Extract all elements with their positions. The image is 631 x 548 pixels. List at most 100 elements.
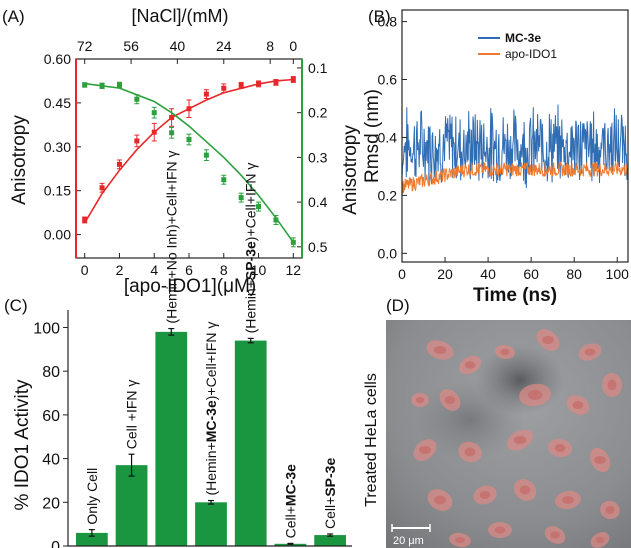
category-label-part: (Hemin+No Inh)+Cell+IFN γ [163,150,179,323]
y-tick-label: 0.4 [378,129,398,145]
category-label-part: SP-3e [322,458,338,497]
x-tick-label: 60 [523,266,539,282]
bar [314,535,347,546]
data-point [99,83,105,89]
panel-a-top-ticks: 72 56 40 24 8 0 [77,38,297,64]
hela-cell-nucleus [594,455,606,465]
y-tick-label: 0.2 [378,187,398,203]
data-point [116,161,122,167]
y-tick-label: 0.8 [378,14,398,30]
y-tick-label: 80 [42,364,60,381]
y-tick-label: 0.30 [44,139,71,155]
data-point [238,195,244,201]
category-label: Cell+SP-3e [322,458,338,529]
data-point [82,82,88,88]
category-label-part: MC-3e [203,400,219,442]
data-point [221,85,227,91]
hela-cell-nucleus [455,536,465,544]
panel-a-label: (A) [2,7,25,26]
y-tick-label: 0.45 [44,95,71,111]
y-tick-label: 20 [42,495,60,512]
panel-b-ticks: 0 20 40 60 80 100 0.0 0.2 0.4 0.6 0.8 [378,14,630,282]
series-line-apo-ido1 [401,161,629,194]
category-label: Cell +IFN γ [124,380,140,450]
data-point [273,217,279,223]
hela-cell-nucleus [562,495,574,505]
x-tick-label: 80 [566,266,582,282]
bar [155,331,188,546]
y-tick-label: 0.0 [378,245,398,261]
data-point [99,185,105,191]
panel-a-bottom-ticks: 0 2 4 6 8 10 12 [81,253,302,278]
right-tick-label: 0.2 [308,105,328,121]
category-label: (Hemin+SP-3e)+Cell+IFN γ [243,163,259,334]
fit-line-series-1 [84,82,294,243]
panel-c-ylabel: % IDO1 Activity [12,379,33,510]
category-label-part: Cell+ [322,497,338,529]
hela-cell-nucleus [519,485,531,495]
panel-c-label: (C) [4,296,28,315]
hela-cell-nucleus [433,345,447,355]
hela-cell-nucleus [434,495,446,505]
x-tick-label: 0 [81,262,89,278]
series-line-mc3e [401,104,629,189]
top-tick-label: 72 [77,38,93,54]
category-label: (Hemin+No Inh)+Cell+IFN γ [163,150,179,323]
panel-b-plot [401,104,629,194]
hela-cell-nucleus [494,526,506,534]
data-point [134,138,140,144]
category-label-part: (Hemin+ [243,280,259,333]
y-tick-label: 0.60 [44,51,71,67]
data-point [186,136,192,142]
bar [274,543,307,546]
data-point [256,81,262,87]
data-point [221,177,227,183]
category-label-part: MC-3e [282,464,298,506]
bar [115,465,148,546]
panel-b-ylabel: Rmsd (nm) [362,89,383,183]
data-point [256,204,262,210]
panel-c: (C) Only Cell Cell +IFN γ (Hemin+No Inh)+C… [4,150,352,548]
x-tick-label: 12 [286,262,302,278]
bar [234,340,267,546]
right-tick-label: 0.4 [308,194,328,210]
data-point [134,96,140,102]
data-point [273,79,279,85]
data-point [151,110,157,116]
panel-d-side-label: Treated HeLa cells [363,373,380,507]
x-tick-label: 6 [185,262,193,278]
scale-bar [391,524,431,532]
top-tick-label: 56 [123,38,139,54]
y-tick-label: 0 [51,539,60,548]
data-point [116,82,122,88]
panel-c-ticks: 0 20 40 60 80 100 [33,320,68,548]
data-point [169,130,175,136]
panel-a-top-xlabel: [NaCl]/(mM) [132,6,229,26]
hela-cell-nucleus [542,335,554,345]
panel-b-legend-apo: apo-IDO1 [505,47,557,61]
category-label-part: )+Cell+IFN γ [243,163,259,242]
hela-cell-nucleus [595,536,605,544]
hela-cell-nucleus [527,390,543,400]
x-tick-label: 40 [480,266,496,282]
hela-cell-nucleus [464,447,476,457]
panel-d: (D) Treated HeLa cells 20 μm [363,296,631,548]
hela-cell-nucleus [513,435,527,445]
panel-a-frame [75,58,303,259]
right-tick-label: 0.3 [308,149,328,165]
hela-cell-nucleus [554,443,566,453]
data-point [169,115,175,121]
panel-a-xlabel: [apo-IDO1](μM) [124,276,256,297]
y-tick-label: 100 [33,320,60,337]
category-label-part: (Hemin+ [203,442,219,495]
panel-a-right-ylabel: Anisotropy [340,125,361,215]
bar [195,502,227,546]
top-tick-label: 40 [170,38,186,54]
data-point [290,76,296,82]
y-tick-label: 60 [42,408,60,425]
panel-b-label: (B) [368,7,391,26]
y-tick-label: 0.6 [378,72,398,88]
category-label: (Hemin+MC-3e)+Cell+IFN γ [203,322,219,496]
category-label-part: Cell +IFN γ [124,380,140,450]
right-tick-label: 0.5 [308,239,328,255]
